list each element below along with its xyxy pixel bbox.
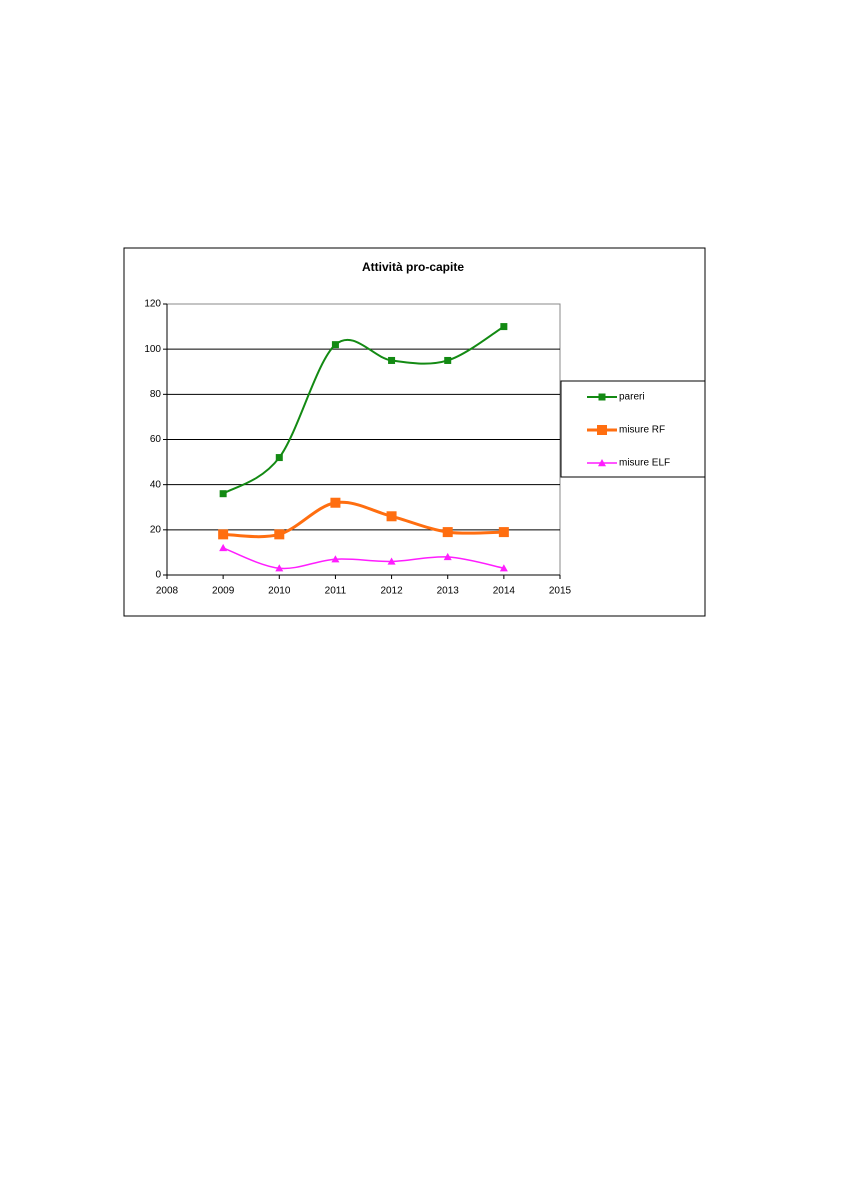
- data-point: [386, 511, 397, 522]
- data-point: [500, 323, 508, 331]
- legend-box: [560, 380, 706, 478]
- legend-label: misure RF: [619, 425, 665, 436]
- legend-label: misure ELF: [619, 458, 670, 469]
- y-tick-label: 60: [150, 434, 162, 445]
- data-point: [219, 490, 227, 498]
- x-tick-label: 2015: [549, 586, 572, 597]
- x-tick-label: 2008: [156, 586, 179, 597]
- data-point: [388, 356, 396, 364]
- y-tick-label: 100: [144, 344, 161, 355]
- data-point: [218, 529, 229, 540]
- x-tick-label: 2011: [325, 586, 347, 597]
- data-point: [499, 564, 508, 572]
- data-point: [330, 497, 341, 508]
- data-point: [498, 527, 509, 538]
- data-point: [331, 555, 340, 563]
- data-point: [331, 341, 339, 349]
- y-tick-label: 80: [150, 389, 162, 400]
- x-tick-label: 2009: [212, 586, 235, 597]
- legend-marker: [598, 393, 606, 401]
- series-line: [222, 547, 505, 570]
- x-tick-label: 2010: [268, 586, 291, 597]
- data-point: [443, 552, 452, 561]
- legend-marker: [597, 425, 607, 435]
- x-tick-label: 2013: [437, 586, 460, 597]
- data-point: [444, 356, 452, 364]
- data-point: [387, 557, 396, 565]
- legend-label: pareri: [619, 392, 645, 403]
- y-tick-label: 40: [150, 479, 162, 490]
- data-point: [274, 529, 285, 540]
- chart-title: Attività pro-capite: [362, 260, 464, 274]
- x-tick-label: 2014: [493, 586, 516, 597]
- data-point: [219, 543, 228, 552]
- data-point: [275, 454, 283, 462]
- y-tick-label: 120: [144, 299, 161, 310]
- data-point: [442, 527, 453, 538]
- y-tick-label: 20: [150, 524, 162, 535]
- legend-marker: [598, 459, 606, 467]
- y-tick-label: 0: [155, 570, 161, 581]
- x-tick-label: 2012: [380, 586, 403, 597]
- data-point: [275, 564, 284, 572]
